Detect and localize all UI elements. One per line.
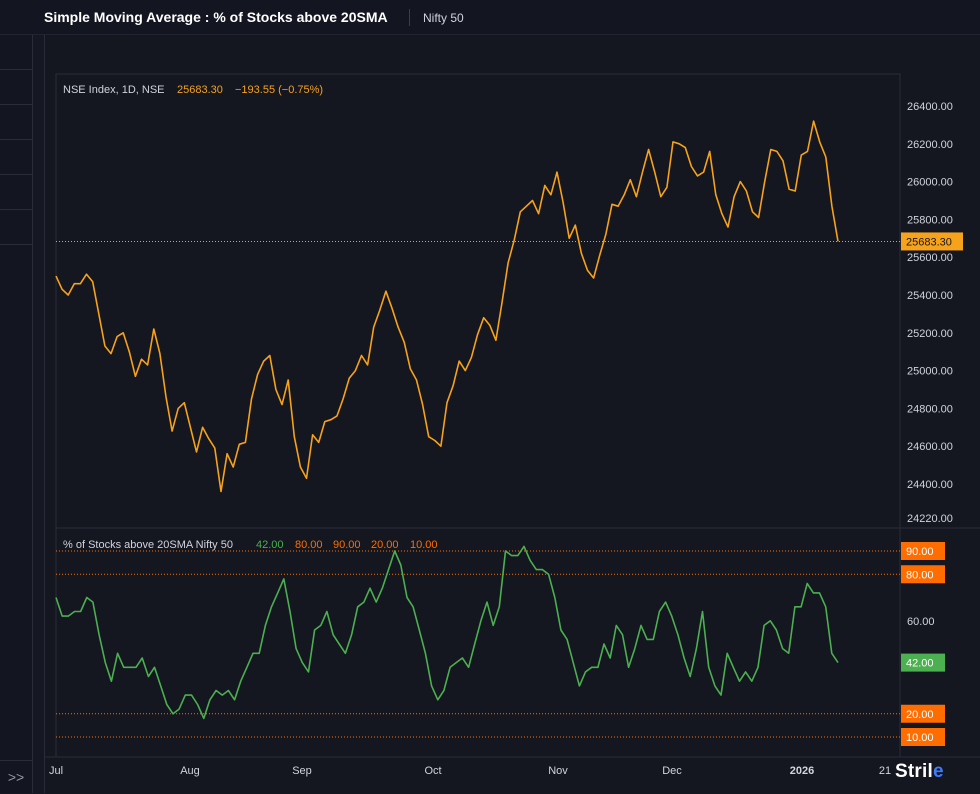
- time-tick-label: Sep: [292, 765, 312, 777]
- breadth-legend-ref-80: 80.00: [295, 539, 323, 551]
- sidebar-divider: [0, 104, 32, 105]
- price-pane: 26400.00 26200.00 26000.00 25800.00 25600.00…: [55, 101, 963, 525]
- time-tick-label: Aug: [180, 765, 200, 777]
- price-tick-label: 26200.00: [907, 139, 953, 151]
- header-divider: [409, 9, 410, 26]
- time-axis: Jul Aug Sep Oct Nov Dec 2026 21: [49, 765, 891, 777]
- price-last-label: 25683.30: [906, 236, 952, 248]
- reference-label: 90.00: [906, 546, 934, 558]
- breadth-last-label: 42.00: [906, 658, 934, 670]
- reference-label: 10.00: [906, 732, 934, 744]
- sidebar-expand-button[interactable]: >>: [0, 760, 32, 794]
- price-tick-label: 26000.00: [907, 177, 953, 189]
- price-legend-name: NSE Index, 1D, NSE: [63, 84, 165, 96]
- chart-area: [44, 35, 980, 793]
- time-tick-label: Jul: [49, 765, 63, 777]
- price-last-badge: [901, 232, 963, 251]
- price-tick-label: 24800.00: [907, 403, 953, 415]
- sidebar-divider: [0, 244, 32, 245]
- breadth-legend-value: 42.00: [256, 539, 284, 551]
- header-bar: Simple Moving Average : % of Stocks abov…: [0, 0, 980, 35]
- breadth-tick-label: 60.00: [907, 616, 935, 628]
- plot-frame: [55, 73, 901, 758]
- time-tick-label: 2026: [790, 765, 814, 777]
- price-tick-label: 25400.00: [907, 290, 953, 302]
- reference-badge: [901, 728, 945, 746]
- price-legend-change: −193.55 (−0.75%): [235, 84, 323, 96]
- symbol-label[interactable]: Nifty 50: [423, 11, 464, 25]
- left-sidebar: [0, 35, 33, 793]
- reference-badge: [901, 542, 945, 560]
- reference-label: 80.00: [906, 569, 934, 581]
- reference-badge: [901, 565, 945, 584]
- breadth-legend-ref-90: 90.00: [333, 539, 361, 551]
- time-tick-label: 21: [879, 765, 891, 777]
- price-legend-close: 25683.30: [177, 84, 223, 96]
- time-tick-label: Oct: [424, 765, 441, 777]
- price-tick-label: 25000.00: [907, 366, 953, 378]
- price-tick-label: 25600.00: [907, 252, 953, 264]
- breadth-legend-ref-10: 10.00: [410, 539, 438, 551]
- reference-label: 20.00: [906, 709, 934, 721]
- page-title: Simple Moving Average : % of Stocks abov…: [44, 9, 388, 25]
- price-tick-label: 25200.00: [907, 328, 953, 340]
- breadth-pane: 60.00 90.00 80.00 20.00 10.00 42.00: [55, 542, 945, 746]
- reference-badge: [901, 704, 945, 723]
- sidebar-divider: [0, 174, 32, 175]
- brand-logo: Strile: [895, 761, 944, 782]
- price-tick-label: 25800.00: [907, 214, 953, 226]
- price-series-line: [55, 120, 839, 493]
- sidebar-divider: [0, 69, 32, 70]
- price-tick-label: 24600.00: [907, 441, 953, 453]
- time-tick-label: Nov: [548, 765, 568, 777]
- breadth-legend-name: % of Stocks above 20SMA Nifty 50: [63, 539, 233, 551]
- time-tick-label: Dec: [662, 765, 682, 777]
- price-tick-label: 26400.00: [907, 101, 953, 113]
- breadth-series-line: [55, 545, 839, 720]
- sidebar-divider: [0, 139, 32, 140]
- breadth-last-badge: [901, 653, 945, 672]
- breadth-legend-ref-20: 20.00: [371, 539, 399, 551]
- price-tick-label: 24400.00: [907, 479, 953, 491]
- price-tick-label: 24220.00: [907, 513, 953, 525]
- sidebar-divider: [0, 209, 32, 210]
